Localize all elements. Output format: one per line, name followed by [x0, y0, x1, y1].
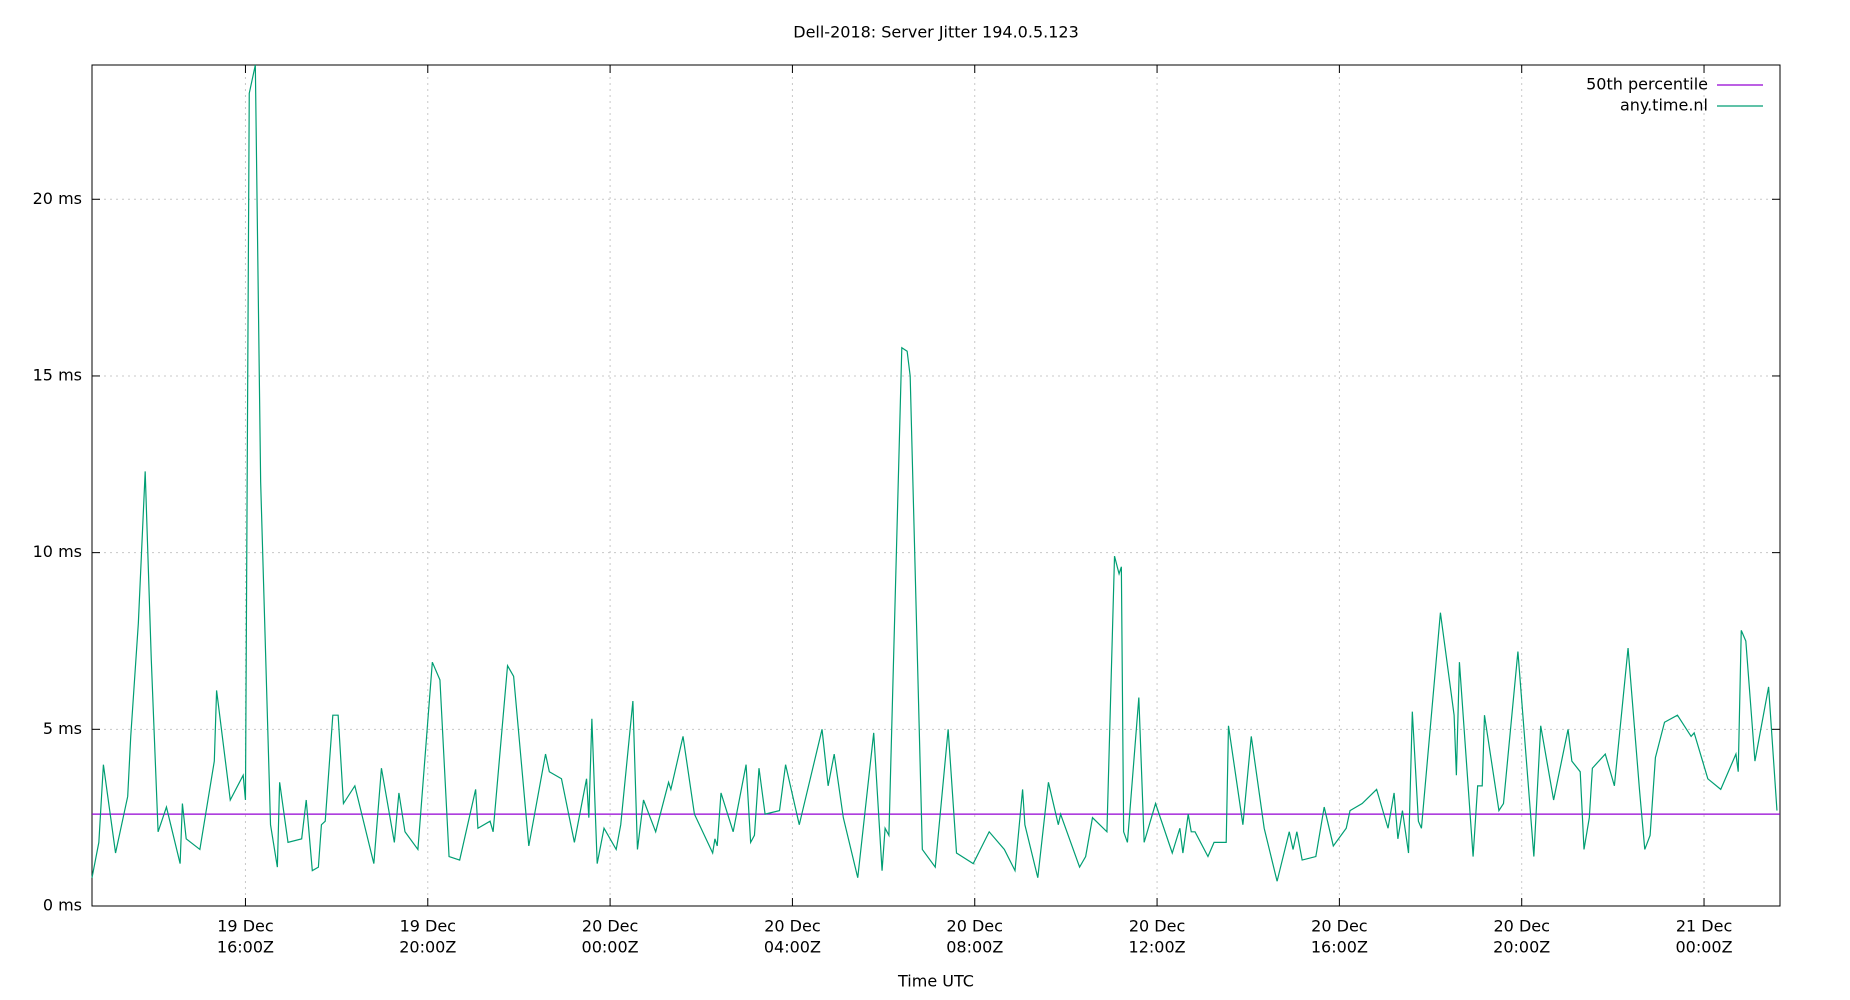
x-tick-label: 20 Dec	[947, 917, 1003, 936]
x-tick-label: 21 Dec	[1676, 917, 1732, 936]
x-tick-label: 20 Dec	[582, 917, 638, 936]
x-tick-label: 20:00Z	[399, 938, 456, 957]
x-tick-label: 04:00Z	[764, 938, 821, 957]
chart-title: Dell-2018: Server Jitter 194.0.5.123	[793, 23, 1079, 42]
x-tick-label: 12:00Z	[1129, 938, 1186, 957]
x-axis-label: Time UTC	[897, 972, 974, 991]
x-tick-label: 16:00Z	[217, 938, 274, 957]
legend-label: 50th percentile	[1586, 75, 1708, 94]
legend-label: any.time.nl	[1620, 96, 1708, 115]
y-tick-label: 10 ms	[33, 542, 82, 561]
x-tick-label: 19 Dec	[217, 917, 273, 936]
x-tick-label: 00:00Z	[582, 938, 639, 957]
plot-frame	[91, 64, 1781, 907]
x-tick-label: 16:00Z	[1311, 938, 1368, 957]
y-tick-label: 20 ms	[33, 189, 82, 208]
x-tick-label: 20 Dec	[764, 917, 820, 936]
x-tick-label: 00:00Z	[1675, 938, 1732, 957]
x-tick-label: 20 Dec	[1494, 917, 1550, 936]
y-tick-label: 0 ms	[43, 896, 82, 915]
x-tick-label: 20:00Z	[1493, 938, 1550, 957]
series-line	[91, 64, 1778, 882]
x-tick-label: 20 Dec	[1311, 917, 1367, 936]
x-tick-label: 08:00Z	[946, 938, 1003, 957]
x-tick-label: 20 Dec	[1129, 917, 1185, 936]
y-tick-label: 5 ms	[43, 719, 82, 738]
y-tick-label: 15 ms	[33, 365, 82, 384]
x-tick-label: 19 Dec	[400, 917, 456, 936]
